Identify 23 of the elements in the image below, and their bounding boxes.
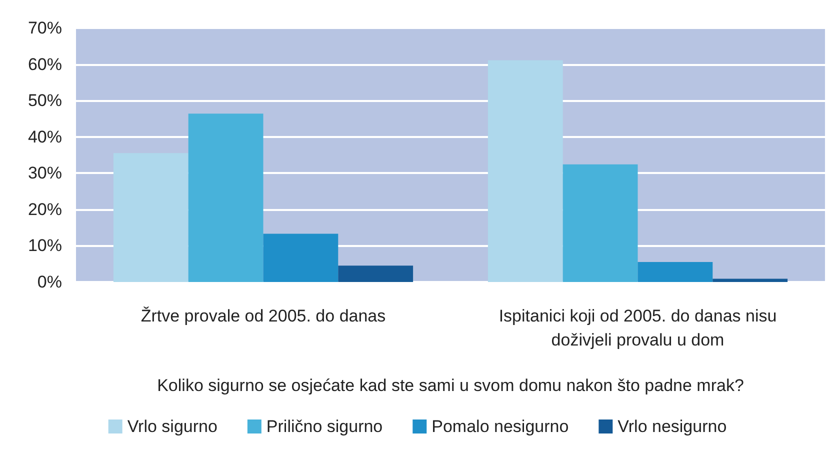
bar xyxy=(188,114,264,282)
legend-label: Vrlo sigurno xyxy=(127,417,218,436)
y-tick-label: 30% xyxy=(28,164,62,183)
y-tick-label: 50% xyxy=(28,91,62,110)
bar xyxy=(712,278,788,282)
x-tick-label: Žrtve provale od 2005. do danas xyxy=(140,306,386,326)
x-tick-label: Ispitanici koji od 2005. do danas nisu doživjeli provalu u dom xyxy=(498,306,777,350)
y-tick-label: 60% xyxy=(28,54,62,74)
x-axis-title: Koliko sigurno se osjećate kad ste sami u svom domu nakon što padne mrak? xyxy=(157,376,744,395)
legend-label: Pomalo nesigurno xyxy=(432,417,569,436)
bar xyxy=(488,60,563,282)
bar xyxy=(562,164,638,282)
y-tick-label: 20% xyxy=(28,200,62,219)
y-tick-label: 10% xyxy=(28,236,62,256)
bar xyxy=(113,153,188,282)
legend-label: Prilično sigurno xyxy=(266,417,383,436)
y-tick-label: 0% xyxy=(37,272,62,292)
bar xyxy=(338,266,414,282)
bar xyxy=(638,262,713,282)
y-tick-label: 70% xyxy=(28,18,62,38)
bar xyxy=(263,234,338,282)
legend-label: Vrlo nesigurno xyxy=(618,417,727,436)
y-tick-label: 40% xyxy=(28,127,62,146)
